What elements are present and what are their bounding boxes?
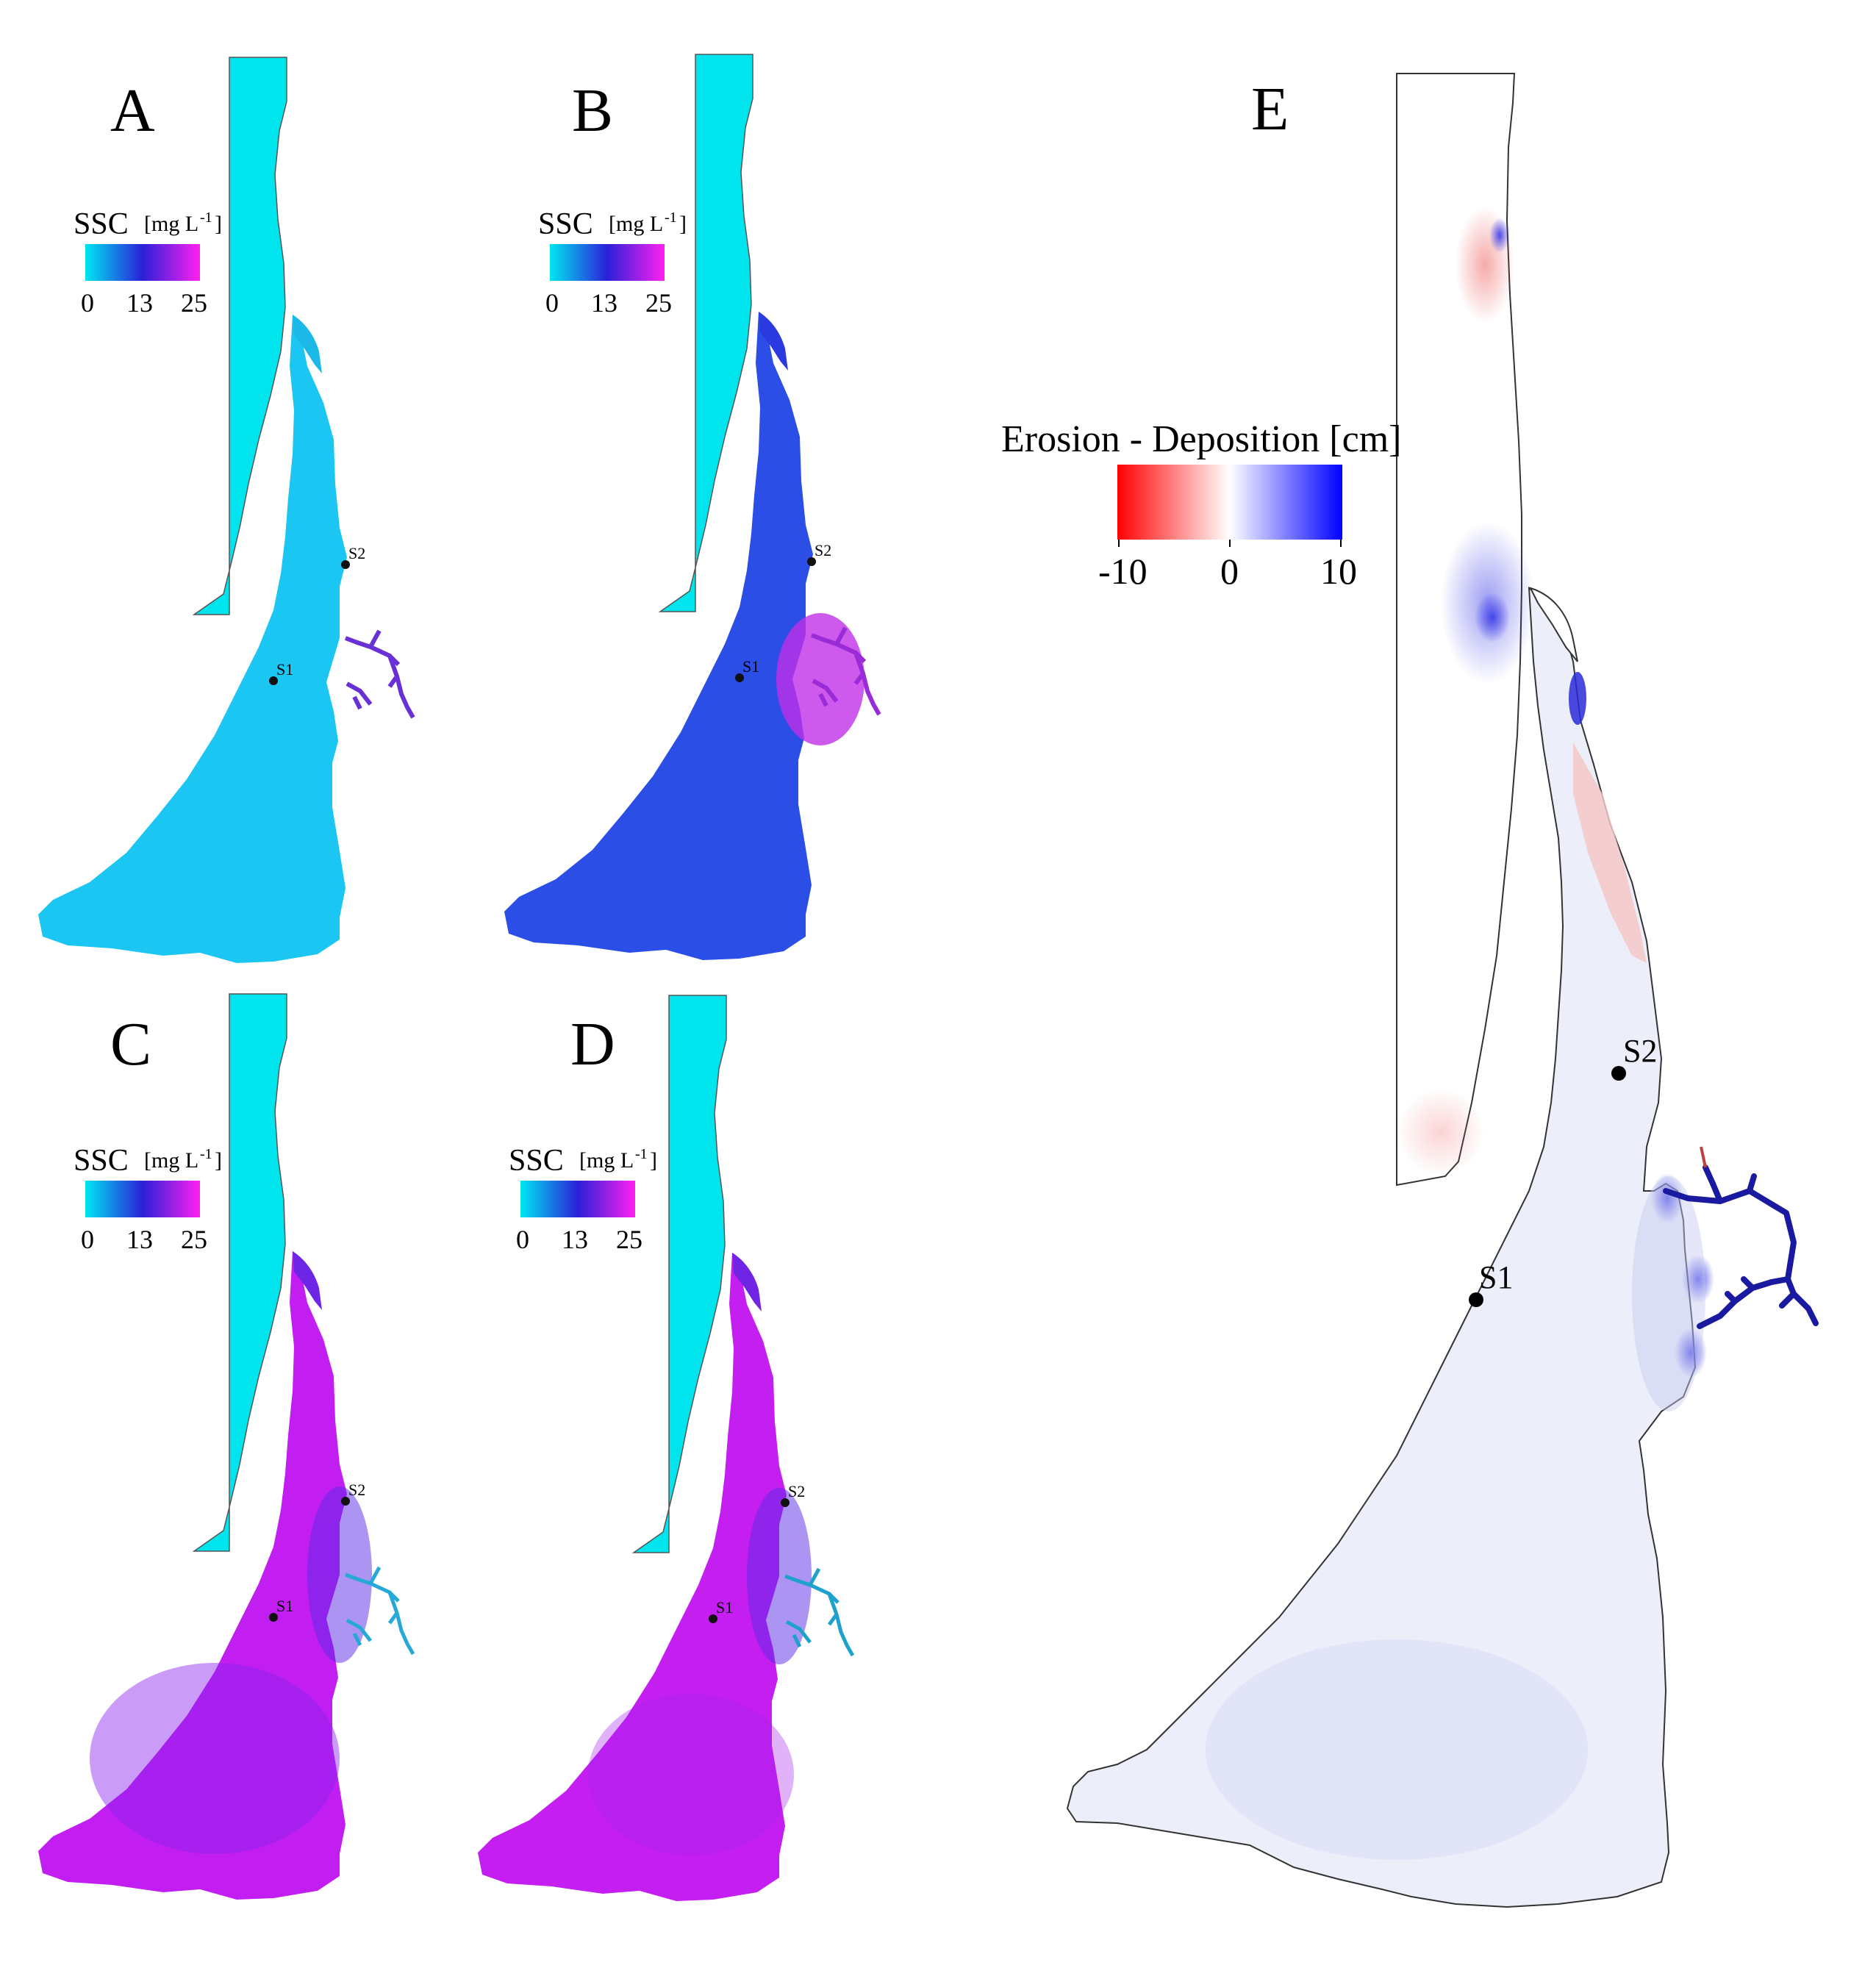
panel-b-label: B [572,76,613,145]
panel-d-label: D [570,1010,615,1078]
panel-e-station-s2-label: S2 [1623,1033,1657,1069]
panel-c-station-s1-marker [269,1613,278,1622]
ed-tick-max: 10 [1320,551,1357,592]
ed-tick-min: -10 [1098,551,1148,592]
panel-c-station-s2-label: S2 [348,1481,365,1499]
ssc-tick-mid: 13 [126,288,153,318]
ssc-tick-mid: 13 [591,288,617,318]
panel-a: S2 S1 A SSC [mg L -1 ] 0 13 25 [38,57,413,963]
panel-e-legend-title: Erosion - Deposition [cm] [1001,418,1401,460]
ssc-colorbar [85,244,200,281]
panel-b-station-s1-label: S1 [742,657,759,676]
panel-e-deposition-channel [1569,672,1586,725]
panel-e-deposition-spot-inlet [1475,593,1510,643]
ssc-legend-title: SSC [538,207,593,241]
ssc-legend-unit-exponent: -1 [200,210,212,226]
ssc-legend-title: SSC [74,1144,129,1178]
ssc-legend-unit-exponent: -1 [200,1146,212,1162]
ssc-legend-unit-close: ] [650,1148,657,1173]
panel-e: E S2 S1 Erosion - Deposition [cm] [1001,73,1819,1908]
ssc-legend-unit-close: ] [215,1148,222,1173]
panel-c: S2 S1 C SSC [mg L -1 ] 0 13 25 [38,993,413,1900]
panel-a-station-s1-label: S1 [276,660,293,679]
ssc-legend-unit: [mg L [144,1148,198,1173]
panel-c-central-basin [90,1663,340,1854]
panel-e-deposition-river-mouth-3 [1675,1328,1707,1378]
panel-a-label: A [110,76,155,145]
ssc-tick-min: 0 [516,1225,529,1254]
panel-b-river-plume [776,613,864,745]
ssc-legend-title: SSC [74,207,129,241]
panel-e-lagoon [1066,586,1697,1908]
panel-c-station-s2-marker [341,1497,350,1506]
ssc-colorbar [520,1181,635,1217]
panel-e-erosion-channel [1573,742,1647,963]
ssc-tick-min: 0 [81,288,94,318]
ssc-legend-unit-close: ] [215,212,222,236]
panel-e-river-network [1663,1164,1819,1329]
panel-a-ssc-legend: SSC [mg L -1 ] 0 13 25 [74,207,222,318]
ssc-legend-title: SSC [509,1144,564,1178]
panel-d-central-basin [588,1694,794,1855]
panel-a-station-s2-marker [341,560,350,569]
ssc-colorbar [85,1181,200,1217]
panel-e-river-tip [1700,1146,1707,1168]
ssc-tick-min: 0 [81,1225,94,1254]
panel-e-erosion-patch-south [1397,1088,1485,1176]
panel-e-deposition-river-mouth-2 [1682,1254,1714,1304]
panel-b-sea [659,54,753,612]
panel-b-station-s1-marker [735,673,744,682]
ssc-tick-max: 25 [616,1225,642,1254]
panel-e-central-deposition [1206,1639,1588,1860]
panel-a-lagoon [38,315,347,963]
panel-e-deposition-river-mouth-1 [1651,1173,1683,1223]
ssc-tick-mid: 13 [562,1225,588,1254]
panel-b-station-s2-label: S2 [815,541,831,559]
ssc-tick-max: 25 [181,1225,207,1254]
panel-e-deposition-spot-north [1489,218,1510,253]
panel-b-station-s2-marker [807,557,816,566]
panel-a-station-s2-label: S2 [348,544,365,562]
panel-e-station-s1-marker [1469,1292,1483,1307]
ssc-tick-mid: 13 [126,1225,153,1254]
ed-tick-mid: 0 [1220,551,1239,592]
panel-d-ssc-legend: SSC [mg L -1 ] 0 13 25 [509,1144,657,1254]
ssc-legend-unit: [mg L [609,212,663,236]
panel-e-legend: Erosion - Deposition [cm] -10 0 10 [1001,418,1401,592]
erosion-deposition-colorbar [1117,465,1342,540]
panel-b-lagoon [504,312,813,960]
panel-c-station-s1-label: S1 [276,1597,293,1615]
ssc-legend-unit-exponent: -1 [635,1146,648,1162]
ssc-tick-max: 25 [181,288,207,318]
ssc-tick-min: 0 [545,288,559,318]
panel-c-label: C [110,1010,151,1078]
panel-d-station-s2-label: S2 [788,1482,805,1500]
panel-e-label: E [1251,75,1289,143]
panel-a-river [346,631,413,717]
panel-c-sea [193,993,287,1552]
panel-e-outlet [1529,587,1578,662]
panel-d-station-s1-marker [709,1614,717,1623]
ssc-colorbar [550,244,665,281]
panel-c-ssc-legend: SSC [mg L -1 ] 0 13 25 [74,1144,222,1254]
ssc-legend-unit-close: ] [679,212,687,236]
panel-a-station-s1-marker [269,676,278,685]
panel-b: S2 S1 B SSC [mg L -1 ] 0 13 25 [504,54,879,960]
ssc-legend-unit: [mg L [579,1148,634,1173]
panel-d-station-s1-label: S1 [716,1598,733,1617]
ssc-legend-unit: [mg L [144,212,198,236]
ssc-tick-max: 25 [645,288,672,318]
panel-e-station-s1-label: S1 [1479,1259,1513,1295]
panel-b-ssc-legend: SSC [mg L -1 ] 0 13 25 [538,207,687,318]
panel-e-station-s2-marker [1611,1066,1626,1081]
panel-c-east-bay [307,1486,372,1663]
panel-d-east-bay [747,1488,812,1664]
panel-d-sea [633,995,727,1553]
panel-d-station-s2-marker [781,1498,790,1507]
panel-a-sea [193,57,287,615]
ssc-legend-unit-exponent: -1 [665,210,677,226]
panel-e-east-shore-deposition [1632,1176,1705,1411]
panel-d: S2 S1 D SSC [mg L -1 ] 0 13 25 [478,995,853,1901]
